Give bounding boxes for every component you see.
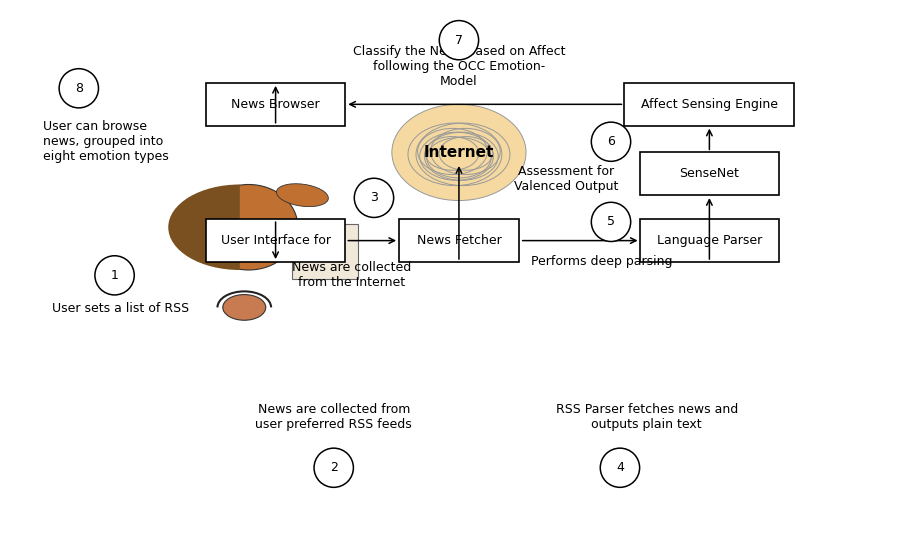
Ellipse shape	[59, 69, 98, 108]
FancyBboxPatch shape	[206, 219, 345, 262]
Text: Assessment for
Valenced Output: Assessment for Valenced Output	[514, 165, 618, 193]
Text: News are collected
from the Internet: News are collected from the Internet	[292, 261, 411, 289]
Ellipse shape	[314, 448, 354, 487]
Ellipse shape	[223, 295, 266, 320]
Ellipse shape	[427, 138, 491, 178]
Wedge shape	[168, 185, 239, 270]
FancyBboxPatch shape	[640, 152, 778, 195]
Ellipse shape	[439, 137, 493, 170]
Ellipse shape	[355, 178, 393, 218]
FancyBboxPatch shape	[206, 83, 345, 126]
Ellipse shape	[430, 129, 500, 174]
Text: 4: 4	[616, 461, 624, 474]
Ellipse shape	[591, 202, 631, 241]
Text: Affect Sensing Engine: Affect Sensing Engine	[641, 98, 778, 111]
Text: 8: 8	[75, 82, 83, 95]
Text: User can browse
news, grouped into
eight emotion types: User can browse news, grouped into eight…	[43, 120, 169, 163]
Ellipse shape	[408, 123, 502, 186]
Text: Language Parser: Language Parser	[657, 234, 762, 247]
Text: 6: 6	[608, 135, 615, 148]
Text: SenseNet: SenseNet	[680, 167, 739, 180]
FancyBboxPatch shape	[292, 224, 358, 279]
Ellipse shape	[416, 123, 510, 186]
Ellipse shape	[439, 21, 479, 60]
Text: News Browser: News Browser	[231, 98, 320, 111]
Ellipse shape	[591, 122, 631, 161]
Text: RSS Parser fetches news and
outputs plain text: RSS Parser fetches news and outputs plai…	[555, 403, 738, 431]
Text: News Fetcher: News Fetcher	[417, 234, 501, 247]
FancyBboxPatch shape	[640, 219, 778, 262]
Text: 5: 5	[607, 215, 615, 228]
Text: Internet: Internet	[424, 145, 494, 160]
FancyBboxPatch shape	[399, 219, 519, 262]
Text: News are collected from
user preferred RSS feeds: News are collected from user preferred R…	[256, 403, 412, 431]
Ellipse shape	[276, 184, 328, 207]
Text: 1: 1	[111, 269, 119, 282]
Text: User Interface for: User Interface for	[220, 234, 330, 247]
Ellipse shape	[418, 129, 488, 174]
Ellipse shape	[200, 185, 298, 270]
Text: Performs deep parsing: Performs deep parsing	[531, 255, 673, 268]
Ellipse shape	[392, 104, 526, 200]
FancyBboxPatch shape	[625, 83, 795, 126]
Ellipse shape	[94, 256, 134, 295]
Text: 2: 2	[329, 461, 338, 474]
Text: Classify the News based on Affect
following the OCC Emotion-
Model: Classify the News based on Affect follow…	[353, 45, 565, 89]
Text: 3: 3	[370, 191, 378, 204]
Text: 7: 7	[454, 33, 463, 46]
Ellipse shape	[425, 137, 479, 170]
Ellipse shape	[425, 132, 499, 180]
Ellipse shape	[600, 448, 640, 487]
Ellipse shape	[419, 132, 493, 180]
Text: User sets a list of RSS: User sets a list of RSS	[52, 302, 189, 315]
